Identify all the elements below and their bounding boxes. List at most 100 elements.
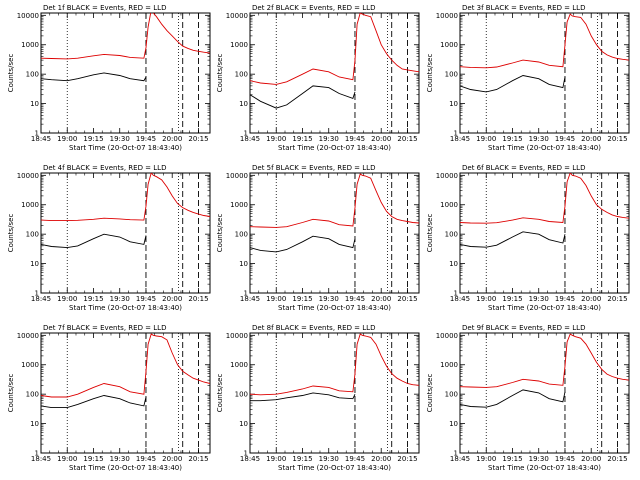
y-tick-label: 10 <box>449 100 458 108</box>
y-tick-label: 1000 <box>21 41 39 49</box>
y-tick-label: 10000 <box>17 172 39 180</box>
x-tick-label: 18:45 <box>31 455 51 463</box>
y-tick-label: 1 <box>35 290 39 298</box>
y-tick-label: 1 <box>454 130 458 138</box>
x-tick-label: 19:45 <box>555 295 575 303</box>
x-axis-label: Start Time (20-Oct-07 18:43:40) <box>278 464 391 472</box>
y-axis-label: Counts/sec <box>216 374 224 413</box>
y-tick-label: 100 <box>445 391 458 399</box>
x-tick-label: 19:45 <box>345 455 365 463</box>
x-tick-label: 19:00 <box>57 455 77 463</box>
y-tick-label: 10 <box>30 420 39 428</box>
y-tick-label: 10 <box>239 420 248 428</box>
x-tick-label: 20:15 <box>607 135 627 143</box>
series-line-events <box>250 85 356 109</box>
series-line-lld <box>250 333 419 396</box>
x-tick-label: 20:15 <box>188 295 208 303</box>
y-tick-label: 1 <box>244 450 248 458</box>
chart-panel-9: Det 9f BLACK = Events, RED = LLD Counts/s… <box>426 324 630 472</box>
x-tick-label: 19:30 <box>529 135 549 143</box>
x-tick-label: 19:30 <box>110 455 130 463</box>
plot-frame <box>249 12 420 134</box>
x-tick-label: 19:00 <box>266 455 286 463</box>
series-line-lld <box>41 13 210 60</box>
y-axis-label: Counts/sec <box>426 54 434 93</box>
series-line-events <box>250 235 356 253</box>
x-axis-label: Start Time (20-Oct-07 18:43:40) <box>69 144 182 152</box>
y-tick-label: 10000 <box>436 172 458 180</box>
y-tick-label: 1000 <box>21 201 39 209</box>
y-axis-label: Counts/sec <box>216 54 224 93</box>
chart-title: Det 8f BLACK = Events, RED = LLD <box>252 324 375 332</box>
y-tick-label: 1000 <box>230 41 248 49</box>
series-line-lld <box>460 13 629 69</box>
series-line-events <box>41 72 147 82</box>
y-tick-label: 10000 <box>226 172 248 180</box>
x-tick-label: 19:30 <box>529 455 549 463</box>
x-tick-label: 19:15 <box>292 135 312 143</box>
series-line-lld <box>41 173 210 222</box>
chart-title: Det 4f BLACK = Events, RED = LLD <box>43 164 166 172</box>
x-tick-label: 20:00 <box>162 295 182 303</box>
y-tick-label: 1 <box>454 450 458 458</box>
x-tick-label: 20:00 <box>581 135 601 143</box>
x-tick-label: 19:15 <box>502 455 522 463</box>
y-axis-label: Counts/sec <box>426 214 434 253</box>
x-tick-label: 19:45 <box>136 455 156 463</box>
chart-panel-5: Det 5f BLACK = Events, RED = LLD Counts/s… <box>216 164 420 312</box>
y-tick-label: 1 <box>244 130 248 138</box>
series-line-lld <box>460 333 629 388</box>
y-tick-label: 100 <box>26 391 39 399</box>
series-line-events <box>460 75 566 93</box>
y-tick-label: 1000 <box>440 361 458 369</box>
series-line-lld <box>41 333 210 398</box>
y-tick-label: 10 <box>30 260 39 268</box>
x-tick-label: 20:00 <box>162 455 182 463</box>
chart-title: Det 7f BLACK = Events, RED = LLD <box>43 324 166 332</box>
x-tick-label: 18:45 <box>450 455 470 463</box>
x-tick-label: 19:45 <box>136 135 156 143</box>
y-tick-label: 1 <box>35 450 39 458</box>
series-line-events <box>460 389 566 408</box>
series-line-lld <box>250 173 419 228</box>
y-tick-label: 1000 <box>230 361 248 369</box>
x-tick-label: 20:15 <box>607 455 627 463</box>
y-tick-label: 10000 <box>17 332 39 340</box>
chart-title: Det 2f BLACK = Events, RED = LLD <box>252 4 375 12</box>
plot-frame <box>459 12 630 134</box>
y-axis-label: Counts/sec <box>7 374 15 413</box>
series-line-lld <box>460 173 629 224</box>
chart-title: Det 5f BLACK = Events, RED = LLD <box>252 164 375 172</box>
y-tick-label: 100 <box>445 231 458 239</box>
y-tick-label: 10000 <box>436 12 458 20</box>
x-tick-label: 19:15 <box>83 455 103 463</box>
y-tick-label: 1000 <box>440 201 458 209</box>
y-tick-label: 100 <box>26 231 39 239</box>
x-tick-label: 20:00 <box>581 295 601 303</box>
x-axis-label: Start Time (20-Oct-07 18:43:40) <box>488 464 601 472</box>
y-tick-label: 100 <box>445 71 458 79</box>
x-tick-label: 19:30 <box>319 135 339 143</box>
x-tick-label: 20:15 <box>188 135 208 143</box>
chart-panel-6: Det 6f BLACK = Events, RED = LLD Counts/s… <box>426 164 630 312</box>
chart-title: Det 6f BLACK = Events, RED = LLD <box>462 164 585 172</box>
plot-frame <box>249 332 420 454</box>
y-axis-label: Counts/sec <box>7 214 15 253</box>
chart-panel-1: Det 1f BLACK = Events, RED = LLD Counts/s… <box>7 4 211 152</box>
y-tick-label: 10 <box>30 100 39 108</box>
chart-panel-8: Det 8f BLACK = Events, RED = LLD Counts/s… <box>216 324 420 472</box>
series-line-events <box>41 395 147 409</box>
y-tick-label: 10 <box>239 260 248 268</box>
chart-title: Det 9f BLACK = Events, RED = LLD <box>462 324 585 332</box>
x-tick-label: 19:00 <box>266 135 286 143</box>
plot-frame <box>40 12 211 134</box>
x-tick-label: 19:00 <box>266 295 286 303</box>
plot-frame <box>459 332 630 454</box>
x-tick-label: 19:45 <box>136 295 156 303</box>
chart-panel-7: Det 7f BLACK = Events, RED = LLD Counts/s… <box>7 324 211 472</box>
x-tick-label: 18:45 <box>240 295 260 303</box>
x-tick-label: 19:30 <box>319 455 339 463</box>
x-axis-label: Start Time (20-Oct-07 18:43:40) <box>278 144 391 152</box>
x-tick-label: 18:45 <box>240 135 260 143</box>
x-tick-label: 18:45 <box>31 295 51 303</box>
